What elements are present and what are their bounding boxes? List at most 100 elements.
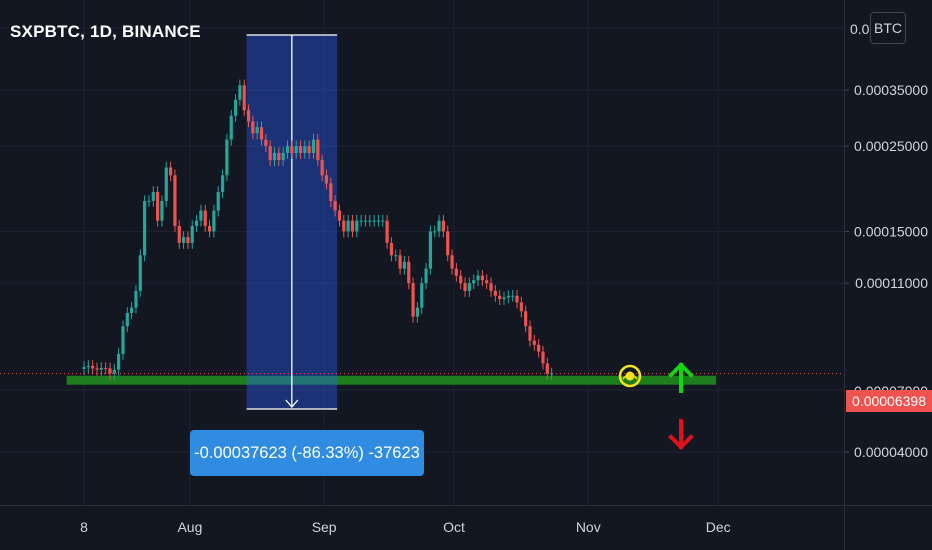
- candle-body: [160, 200, 164, 221]
- support-zone[interactable]: [66, 375, 717, 385]
- candle-body: [424, 268, 428, 284]
- x-tick-label: Oct: [443, 519, 465, 535]
- candle-body: [389, 242, 394, 256]
- candle-body: [411, 283, 415, 317]
- candle-body: [173, 175, 177, 226]
- candle-body: [246, 110, 251, 122]
- x-tick-label: Nov: [576, 519, 601, 535]
- candle-body: [164, 167, 168, 201]
- candle-body: [420, 283, 424, 308]
- x-tick-label: Sep: [312, 519, 337, 535]
- candle-body: [550, 373, 554, 375]
- candle-body: [489, 283, 493, 291]
- candlestick-series: [82, 79, 554, 380]
- candle-body: [337, 210, 342, 221]
- candle-body: [277, 152, 281, 161]
- candle-body: [376, 220, 381, 222]
- support-line[interactable]: [66, 375, 717, 385]
- x-axis-border: [0, 505, 932, 506]
- candle-body: [143, 200, 147, 256]
- eye-icon[interactable]: [618, 364, 642, 388]
- candle-body: [463, 283, 467, 291]
- candle-body: [450, 255, 454, 269]
- candle-body: [212, 210, 216, 232]
- candle-body: [285, 146, 290, 153]
- candle-body: [541, 351, 545, 364]
- measure-tool[interactable]: [246, 34, 338, 410]
- candle-body: [264, 139, 268, 147]
- candle-body: [294, 146, 298, 153]
- candle-body: [506, 295, 510, 298]
- candle-body: [194, 220, 199, 226]
- candle-body: [398, 255, 402, 269]
- candle-body: [290, 146, 294, 153]
- candle-body: [307, 146, 311, 153]
- candle-body: [272, 152, 277, 161]
- x-tick-label: Dec: [706, 519, 731, 535]
- candle-body: [415, 307, 420, 317]
- candle-body: [86, 365, 90, 368]
- candle-body: [385, 220, 389, 243]
- candle-body: [498, 295, 502, 300]
- candle-body: [324, 175, 329, 184]
- arrow-up-icon[interactable]: [668, 362, 694, 393]
- candle-body: [303, 146, 307, 153]
- x-axis-ticks: 8 Aug Sep Oct Nov Dec: [80, 519, 731, 535]
- last-price-tag: 0.00006398: [846, 390, 932, 412]
- candle-body: [368, 220, 372, 222]
- candle-body: [255, 127, 259, 134]
- candle-body: [537, 344, 541, 352]
- candle-body: [268, 146, 272, 161]
- candle-body: [545, 363, 549, 374]
- candle-body: [454, 268, 458, 276]
- candle-body: [207, 225, 212, 232]
- candle-body: [138, 255, 142, 291]
- candle-body: [519, 302, 523, 312]
- x-tick-label: Aug: [177, 519, 202, 535]
- candle-body: [199, 210, 203, 221]
- candle-body: [117, 353, 121, 370]
- candle-body: [233, 99, 238, 116]
- candle-body: [242, 85, 246, 111]
- candle-body: [493, 290, 497, 296]
- candle-body: [238, 85, 242, 100]
- y-tick-label: 0.00025000: [854, 138, 928, 154]
- candle-body: [316, 139, 320, 161]
- candle-body: [437, 220, 441, 232]
- candle-body: [381, 220, 385, 222]
- candle-body: [177, 225, 181, 243]
- candle-body: [121, 326, 125, 354]
- candle-body: [402, 261, 407, 269]
- measure-label: -0.00037623 (-86.33%) -37623: [190, 430, 424, 476]
- candle-body: [203, 210, 207, 226]
- candle-body: [112, 369, 116, 374]
- candle-body: [428, 231, 432, 269]
- candle-body: [515, 295, 519, 303]
- candle-body: [82, 367, 86, 369]
- candle-body: [511, 295, 515, 297]
- candle-body: [459, 275, 463, 284]
- candle-body: [485, 280, 489, 284]
- symbol-title[interactable]: SXPBTC, 1D, BINANCE: [10, 22, 201, 41]
- currency-badge[interactable]: BTC: [870, 12, 906, 44]
- candle-body: [134, 290, 138, 308]
- candle-body: [472, 280, 476, 284]
- candle-body: [91, 365, 95, 369]
- candle-body: [372, 220, 376, 222]
- candle-body: [355, 220, 359, 232]
- candle-body: [281, 152, 285, 161]
- candle-body: [320, 160, 324, 176]
- candle-body: [407, 261, 411, 284]
- arrow-down-icon[interactable]: [668, 419, 694, 450]
- candle-body: [346, 220, 350, 232]
- candle-body: [147, 200, 151, 202]
- candle-body: [524, 311, 528, 327]
- measure-arrow-head: [285, 399, 299, 408]
- candle-body: [169, 167, 173, 176]
- candle-body: [125, 312, 129, 327]
- candle-body: [186, 237, 190, 243]
- candle-body: [502, 297, 506, 300]
- candle-body: [259, 127, 264, 140]
- candle-body: [528, 326, 532, 341]
